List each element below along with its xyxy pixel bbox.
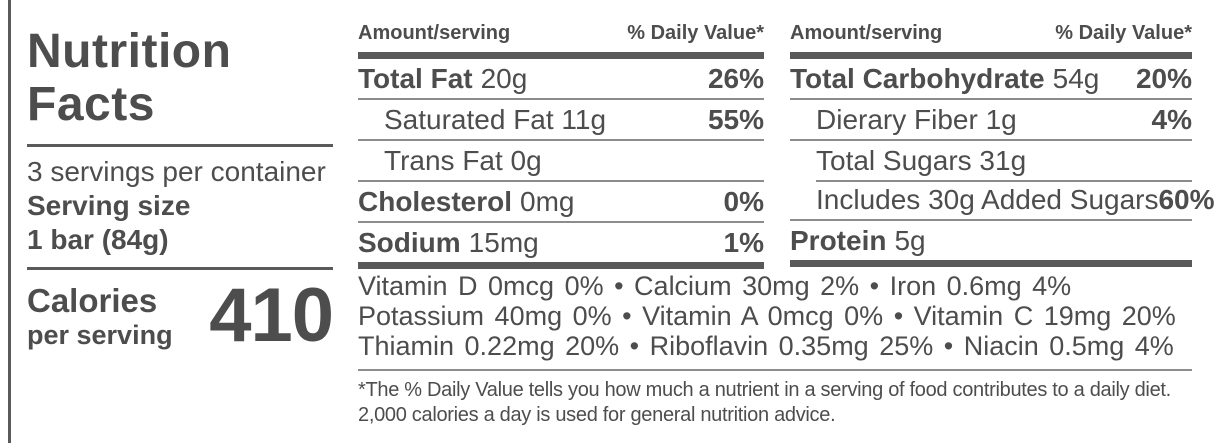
nutrient-name: Total Sugars 31g <box>816 144 1027 176</box>
page-title: Nutrition Facts <box>27 25 232 131</box>
nutrient-amount: 5g <box>894 224 926 256</box>
daily-value: 26% <box>707 62 764 94</box>
table-row-cholesterol: Cholesterol 0mg 0% <box>358 182 764 223</box>
daily-value: 20% <box>1135 62 1192 94</box>
calories-labels: Calories per serving <box>27 282 173 351</box>
bottom-section: Vitamin D 0mcg 0% • Calcium 30mg 2% • Ir… <box>358 271 1192 428</box>
column-header: Amount/serving % Daily Value* <box>358 22 764 52</box>
table-row-protein: Protein 5g <box>790 221 1192 260</box>
thick-divider <box>790 260 1192 267</box>
nutrient-name: Protein <box>790 224 887 256</box>
table-row-total-fat: Total Fat 20g 26% <box>358 59 764 100</box>
daily-value-header: % Daily Value* <box>1055 22 1192 44</box>
footnote-line: *The % Daily Value tells you how much a … <box>358 379 1171 401</box>
micronutrient-line: Vitamin D 0mcg 0% • Calcium 30mg 2% • Ir… <box>358 271 1072 301</box>
thick-divider <box>358 52 764 59</box>
nutrient-column-carb: Amount/serving % Daily Value* Total Carb… <box>790 22 1215 267</box>
calories-value: 410 <box>209 273 334 359</box>
nutrient-amount: 15mg <box>468 226 539 258</box>
serving-size-label: Serving size <box>27 189 191 221</box>
identity-panel: Nutrition Facts 3 servings per container… <box>27 25 334 359</box>
calories-row: Calories per serving 410 <box>27 273 334 359</box>
table-row-dietary-fiber: Dierary Fiber 1g 4% <box>790 100 1192 141</box>
table-row-saturated-fat: Saturated Fat 11g 55% <box>358 100 764 141</box>
nutrient-name: Cholesterol <box>358 185 513 217</box>
table-row-added-sugars: Includes 30g Added Sugars 60% <box>790 180 1215 221</box>
nutrient-name: Includes 30g Added Sugars <box>816 183 1159 215</box>
thick-divider <box>358 262 764 269</box>
amount-serving-header: Amount/serving <box>358 22 511 44</box>
column-header: Amount/serving % Daily Value* <box>790 22 1192 52</box>
divider <box>27 267 333 271</box>
table-row-total-carbohydrate: Total Carbohydrate 54g 20% <box>790 59 1192 100</box>
nutrient-name: Sodium <box>358 226 461 258</box>
daily-value: 0% <box>723 185 764 217</box>
table-row-total-sugars: Total Sugars 31g <box>790 141 1192 182</box>
nutrient-amount: 20g <box>480 62 528 94</box>
amount-serving-header: Amount/serving <box>790 22 943 44</box>
nutrient-name: Dierary Fiber 1g <box>816 103 1017 135</box>
nutrient-name: Total Fat <box>358 62 473 94</box>
daily-value: 1% <box>723 226 764 258</box>
nutrient-name: Saturated Fat 11g <box>384 103 607 135</box>
nutrient-amount: 54g <box>1052 62 1100 94</box>
nutrient-name: Trans Fat 0g <box>384 144 542 176</box>
daily-value: 60% <box>1158 183 1215 215</box>
table-row-sodium: Sodium 15mg 1% <box>358 223 764 262</box>
thick-divider <box>790 52 1192 59</box>
calories-label: Calories <box>27 281 158 319</box>
calories-sublabel: per serving <box>27 319 173 350</box>
daily-value: 55% <box>707 103 764 135</box>
micronutrient-line: Thiamin 0.22mg 20% • Riboflavin 0.35mg 2… <box>358 331 1174 361</box>
footnote-line: 2,000 calories a day is used for general… <box>358 404 836 426</box>
nutrient-amount: 0mg <box>520 185 575 217</box>
divider <box>358 369 1192 371</box>
table-row-trans-fat: Trans Fat 0g <box>358 141 764 182</box>
servings-per-container: 3 servings per container <box>27 155 326 187</box>
nutrient-name: Total Carbohydrate <box>790 62 1045 94</box>
serving-size-value: 1 bar (84g) <box>27 223 169 255</box>
daily-value-header: % Daily Value* <box>627 22 764 44</box>
micronutrient-line: Potassium 40mg 0% • Vitamin A 0mcg 0% • … <box>358 301 1176 331</box>
label-left-border <box>8 0 11 443</box>
nutrient-column-fat: Amount/serving % Daily Value* Total Fat 2… <box>358 22 764 269</box>
daily-value: 4% <box>1151 103 1192 135</box>
divider <box>27 143 333 147</box>
